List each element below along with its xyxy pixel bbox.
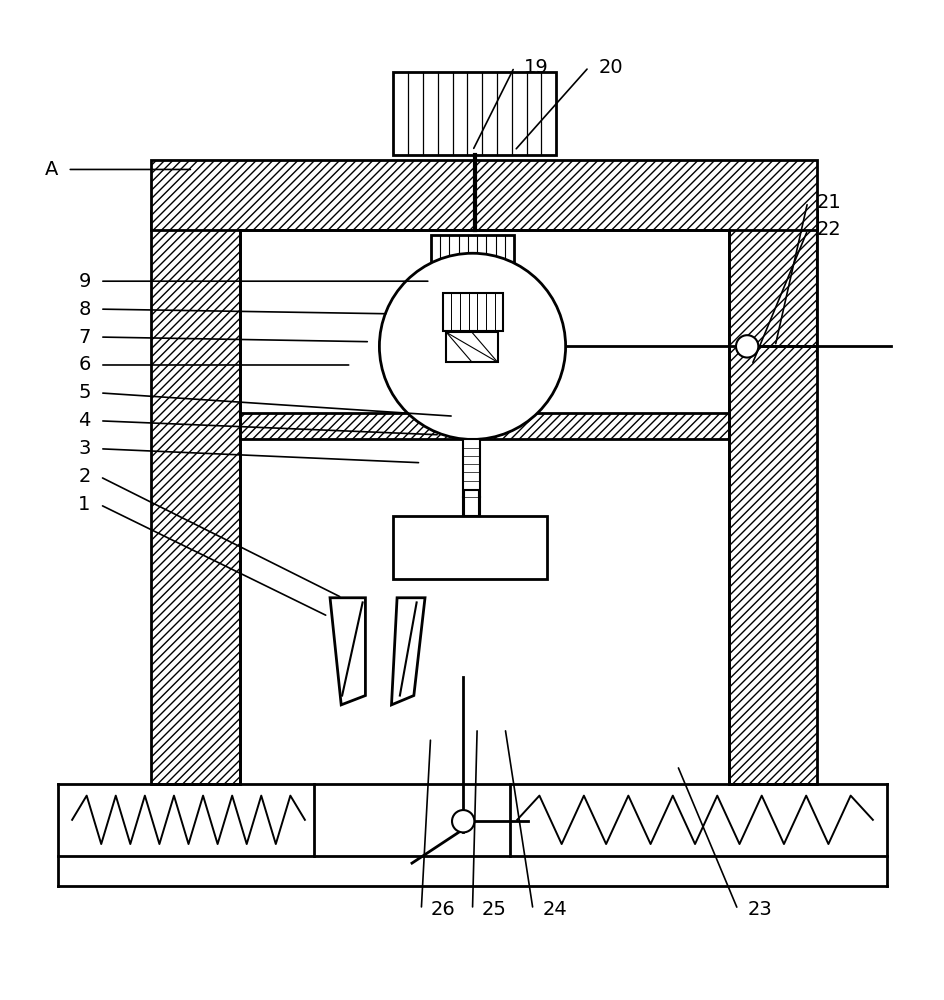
Polygon shape	[391, 598, 425, 705]
Text: 3: 3	[78, 439, 91, 458]
Text: 23: 23	[747, 900, 771, 919]
Text: 26: 26	[430, 900, 455, 919]
Bar	[728, 211, 817, 784]
Bar	[151, 211, 240, 784]
Text: 8: 8	[78, 300, 91, 319]
Text: 21: 21	[817, 193, 841, 212]
Text: 24: 24	[542, 900, 566, 919]
Bar	[151, 160, 817, 230]
Text: 7: 7	[78, 328, 91, 347]
Text: 1: 1	[78, 495, 91, 514]
Text: 4: 4	[78, 411, 91, 430]
Bar	[393, 516, 547, 579]
Text: 9: 9	[78, 272, 91, 291]
Text: 25: 25	[481, 900, 506, 919]
Bar	[393, 72, 556, 155]
Text: A: A	[44, 160, 59, 179]
Text: 2: 2	[78, 467, 91, 486]
Text: 20: 20	[598, 58, 622, 77]
Bar	[464, 490, 479, 516]
Text: 5: 5	[78, 383, 91, 402]
Bar	[446, 332, 497, 362]
Bar	[463, 439, 480, 497]
Circle shape	[735, 335, 757, 358]
Bar	[430, 235, 514, 272]
Circle shape	[451, 810, 474, 832]
Bar	[240, 413, 728, 439]
Bar	[442, 293, 503, 331]
Bar	[463, 497, 480, 516]
Circle shape	[379, 253, 565, 439]
Text: 6: 6	[78, 355, 91, 374]
Polygon shape	[329, 598, 365, 705]
Text: 19: 19	[523, 58, 548, 77]
Text: 22: 22	[817, 220, 841, 239]
